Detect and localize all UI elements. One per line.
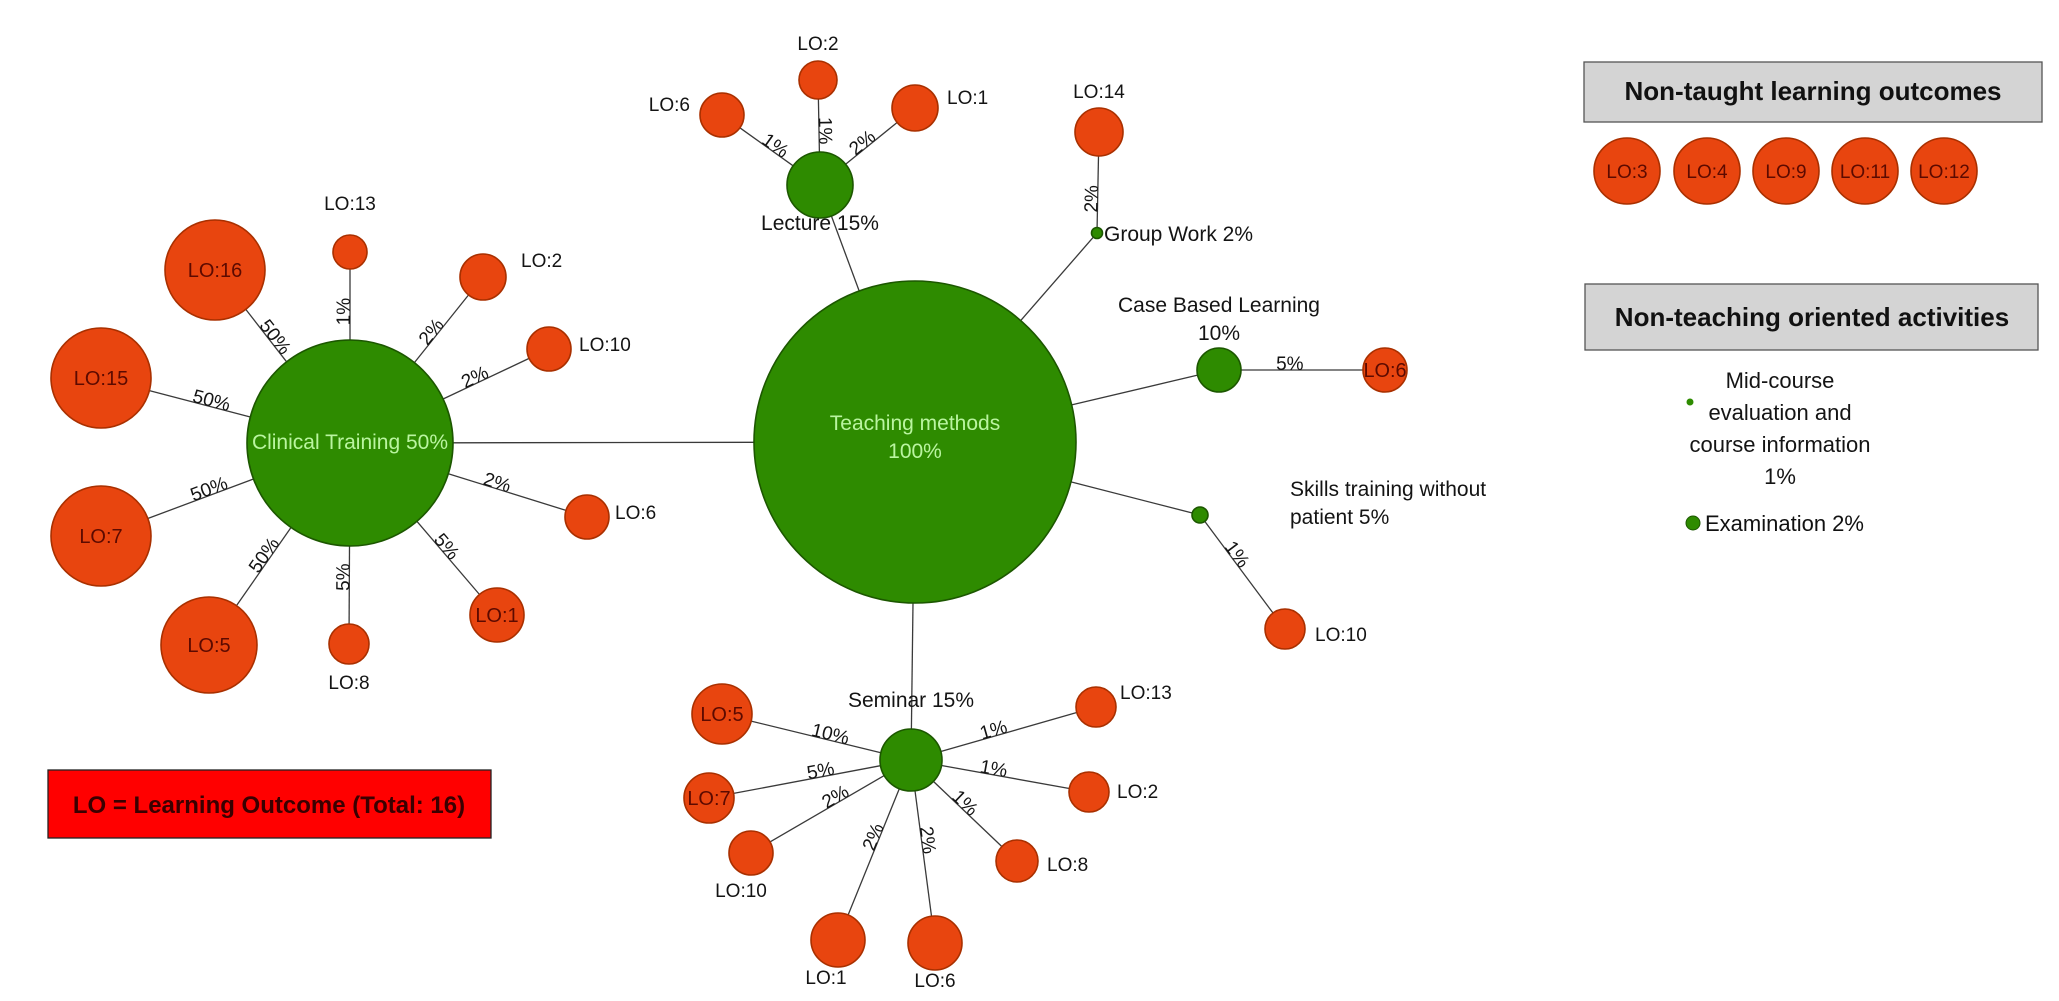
svg-text:100%: 100% xyxy=(888,440,942,463)
svg-text:LO:11: LO:11 xyxy=(1840,162,1890,183)
svg-text:LO:9: LO:9 xyxy=(1765,162,1806,183)
svg-text:LO:6: LO:6 xyxy=(914,971,955,992)
svg-text:LO:6: LO:6 xyxy=(649,95,690,116)
svg-text:LO:3: LO:3 xyxy=(1606,162,1647,183)
svg-text:LO = Learning Outcome (Total:: LO = Learning Outcome (Total: 16) xyxy=(73,792,465,819)
svg-text:1%: 1% xyxy=(814,117,836,145)
svg-text:LO:7: LO:7 xyxy=(687,788,730,810)
svg-text:1%: 1% xyxy=(334,298,355,326)
svg-text:Group Work 2%: Group Work 2% xyxy=(1104,223,1253,246)
svg-text:5%: 5% xyxy=(333,563,354,591)
svg-text:LO:5: LO:5 xyxy=(700,704,743,726)
svg-text:LO:10: LO:10 xyxy=(1315,625,1367,646)
svg-text:LO:5: LO:5 xyxy=(187,635,230,657)
svg-text:patient 5%: patient 5% xyxy=(1290,506,1389,529)
svg-text:LO:10: LO:10 xyxy=(715,881,767,902)
svg-text:LO:4: LO:4 xyxy=(1686,162,1728,183)
svg-text:LO:13: LO:13 xyxy=(324,194,376,215)
svg-text:LO:2: LO:2 xyxy=(1117,782,1158,803)
svg-text:LO:8: LO:8 xyxy=(1047,855,1088,876)
svg-text:Lecture 15%: Lecture 15% xyxy=(761,212,879,235)
svg-text:Skills training without: Skills training without xyxy=(1290,478,1486,501)
svg-text:Seminar 15%: Seminar 15% xyxy=(848,689,974,712)
svg-text:Case Based Learning: Case Based Learning xyxy=(1118,294,1320,317)
svg-text:Non-teaching oriented activiti: Non-teaching oriented activities xyxy=(1615,302,2009,332)
svg-text:LO:6: LO:6 xyxy=(1363,360,1406,382)
svg-text:LO:1: LO:1 xyxy=(805,968,846,989)
svg-text:2%: 2% xyxy=(915,825,939,855)
svg-text:LO:7: LO:7 xyxy=(79,526,122,548)
svg-text:course information: course information xyxy=(1690,432,1871,457)
svg-text:2%: 2% xyxy=(1081,185,1103,213)
svg-text:10%: 10% xyxy=(1198,322,1240,345)
svg-text:Non-taught learning outcomes: Non-taught learning outcomes xyxy=(1625,76,2002,106)
svg-text:LO:14: LO:14 xyxy=(1073,82,1125,103)
svg-text:LO:15: LO:15 xyxy=(74,368,128,390)
svg-text:Examination 2%: Examination 2% xyxy=(1705,511,1864,536)
svg-text:evaluation and: evaluation and xyxy=(1708,400,1851,425)
svg-text:LO:2: LO:2 xyxy=(521,251,562,272)
svg-text:LO:13: LO:13 xyxy=(1120,683,1172,704)
svg-text:LO:10: LO:10 xyxy=(579,335,631,356)
svg-text:LO:1: LO:1 xyxy=(475,605,518,627)
svg-text:LO:8: LO:8 xyxy=(328,673,369,694)
svg-text:LO:2: LO:2 xyxy=(797,34,838,55)
svg-text:1%: 1% xyxy=(1764,464,1796,489)
svg-text:Mid-course: Mid-course xyxy=(1726,368,1835,393)
svg-text:LO:1: LO:1 xyxy=(947,88,988,109)
svg-text:5%: 5% xyxy=(1276,354,1304,375)
svg-text:LO:6: LO:6 xyxy=(615,503,656,524)
svg-text:LO:16: LO:16 xyxy=(188,260,242,282)
svg-text:Teaching methods: Teaching methods xyxy=(830,412,1000,435)
svg-text:Clinical Training 50%: Clinical Training 50% xyxy=(252,431,448,454)
svg-text:LO:12: LO:12 xyxy=(1918,162,1970,183)
